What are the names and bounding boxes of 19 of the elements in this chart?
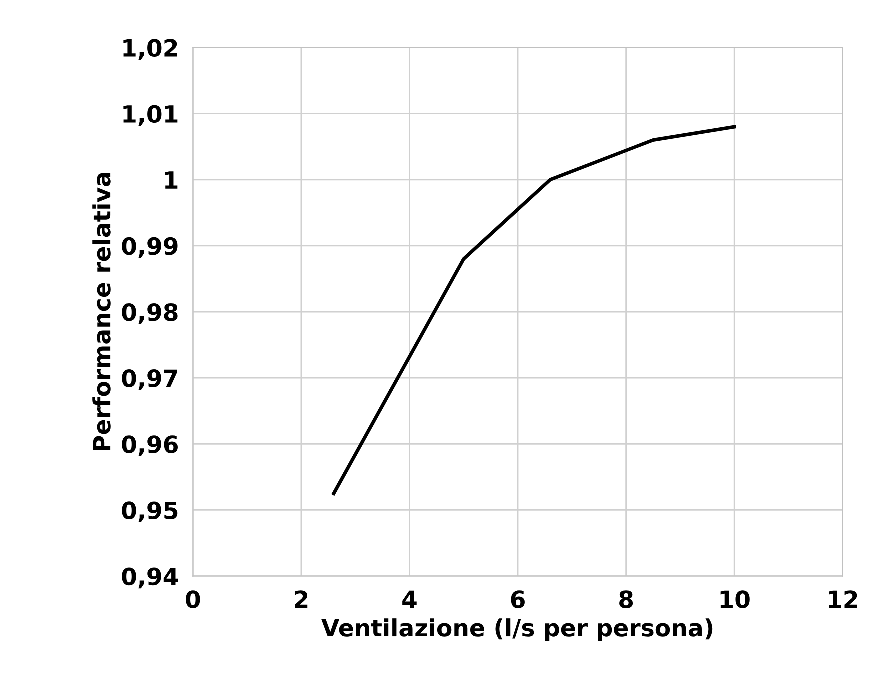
y-tick-label: 1,01 (124, 105, 178, 126)
y-tick-label: 0,94 (122, 568, 178, 589)
x-tick-label: 0 (186, 590, 200, 608)
y-tick-label: 0,99 (122, 237, 178, 258)
x-tick-label: 10 (720, 590, 750, 608)
line-series (332, 125, 736, 496)
x-tick-label: 8 (620, 590, 634, 608)
x-tick-label: 6 (511, 590, 525, 608)
y-tick-label: 0,96 (122, 436, 178, 456)
y-tick-label: 1 (166, 172, 178, 189)
y-axis-title: Performance relativa (92, 173, 111, 450)
y-tick-label: 0,97 (122, 370, 178, 390)
y-tick-label: 1,02 (124, 39, 178, 60)
x-axis-title: Ventilazione (l/s per persona) (322, 618, 713, 642)
x-tick-label: 12 (829, 590, 858, 608)
x-tick-label: 2 (295, 590, 308, 608)
y-tick-label: 0,95 (122, 502, 178, 523)
x-tick-label: 4 (402, 590, 417, 608)
y-tick-label: 0,98 (122, 303, 178, 324)
